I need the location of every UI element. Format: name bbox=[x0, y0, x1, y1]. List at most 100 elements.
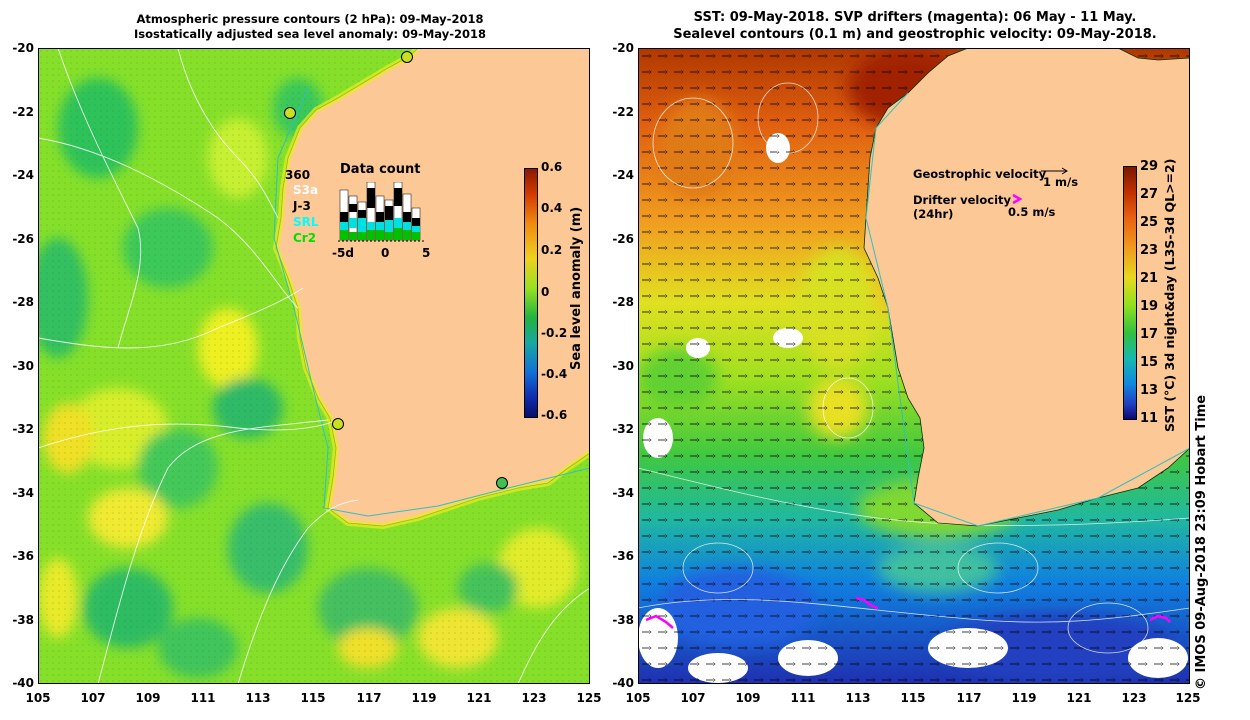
sea-level-anomaly-map bbox=[38, 48, 590, 684]
x-tick: 113 bbox=[245, 691, 271, 705]
sla-tick: 0.2 bbox=[541, 243, 563, 257]
sla-tick: 0.4 bbox=[541, 201, 563, 215]
sea-level-contours bbox=[638, 82, 1190, 654]
sla-tick: -0.6 bbox=[541, 408, 568, 422]
x-tick: 125 bbox=[576, 691, 602, 705]
drifter-track bbox=[1149, 614, 1171, 623]
bathymetry-contour bbox=[865, 92, 1190, 527]
sst-tick: 25 bbox=[1140, 215, 1159, 230]
sst-tick: 19 bbox=[1140, 299, 1159, 314]
y-tick: -34 bbox=[612, 486, 634, 500]
sat-label-srl: SRL bbox=[293, 215, 319, 229]
sst-tick: 11 bbox=[1140, 411, 1159, 426]
y-tick: -28 bbox=[612, 295, 634, 309]
sla-colorbar bbox=[524, 168, 538, 418]
drifter-velocity-scale: 0.5 m/s bbox=[1008, 205, 1056, 219]
sst-tick: 29 bbox=[1140, 159, 1159, 174]
x-tick: 117 bbox=[356, 691, 382, 705]
y-tick: -34 bbox=[12, 486, 34, 500]
data-count-bars bbox=[338, 182, 424, 242]
geo-velocity-scale: 1 m/s bbox=[1043, 175, 1079, 189]
sst-map bbox=[638, 48, 1190, 684]
drifter-velocity-label: Drifter velocity bbox=[913, 193, 1012, 207]
tide-gauge-marker bbox=[332, 418, 344, 430]
svp-drifter-tracks bbox=[645, 596, 1171, 629]
sat-label-360: 360 bbox=[285, 168, 311, 182]
sst-tick: 13 bbox=[1140, 383, 1159, 398]
y-tick: -36 bbox=[12, 549, 34, 563]
x-tick: 105 bbox=[625, 691, 651, 705]
tide-gauge-marker bbox=[401, 51, 413, 63]
sst-tick: 27 bbox=[1140, 187, 1159, 202]
sst-tick: 17 bbox=[1140, 327, 1159, 342]
data-count-title: Data count bbox=[340, 162, 421, 177]
sla-tick: 0 bbox=[541, 285, 550, 299]
x-tick: 109 bbox=[135, 691, 161, 705]
sla-tick: -0.2 bbox=[541, 326, 568, 340]
x-tick: 119 bbox=[1011, 691, 1037, 705]
x-tick: 117 bbox=[956, 691, 982, 705]
bathymetry-contour bbox=[273, 87, 590, 517]
geo-velocity-label: Geostrophic velocity bbox=[913, 167, 1047, 181]
y-tick: -26 bbox=[12, 232, 34, 246]
sst-colorbar-label: SST (°C) 3d night&day (L3S-3d QL>=2) bbox=[1162, 158, 1177, 432]
x-tick: 107 bbox=[680, 691, 706, 705]
pressure-contours bbox=[38, 48, 590, 684]
y-tick: -20 bbox=[12, 41, 34, 55]
y-tick: -38 bbox=[612, 613, 634, 627]
sst-tick: 23 bbox=[1140, 243, 1159, 258]
sla-tick: -0.4 bbox=[541, 367, 568, 381]
drifter-track bbox=[855, 596, 879, 610]
data-count-inset: Data count 360 S3a J-3 SRL Cr2 bbox=[280, 160, 450, 270]
x-tick: 105 bbox=[25, 691, 51, 705]
sst-map-svg bbox=[638, 48, 1190, 684]
x-tick: 111 bbox=[790, 691, 816, 705]
tide-gauge-marker bbox=[496, 477, 508, 489]
right-panel-title: SST: 09-May-2018. SVP drifters (magenta)… bbox=[640, 9, 1190, 43]
y-tick: -40 bbox=[612, 676, 634, 690]
y-tick: -24 bbox=[612, 168, 634, 182]
coastal-anomaly-band bbox=[272, 48, 590, 530]
x-tick: 121 bbox=[1066, 691, 1092, 705]
sla-colorbar-label: Sea level anomaly (m) bbox=[569, 206, 584, 370]
left-panel-title: Atmospheric pressure contours (2 hPa): 0… bbox=[60, 12, 560, 42]
data-count-histogram bbox=[338, 182, 424, 242]
x-tick: 107 bbox=[80, 691, 106, 705]
geo-velocity-scale-arrow bbox=[1041, 167, 1068, 175]
x-tick: 123 bbox=[1121, 691, 1147, 705]
y-tick: -38 bbox=[12, 613, 34, 627]
y-tick: -22 bbox=[612, 105, 634, 119]
y-tick: -32 bbox=[12, 422, 34, 436]
y-tick: -32 bbox=[612, 422, 634, 436]
sla-tick: 0.6 bbox=[541, 160, 563, 174]
data-count-tick-minus5: -5d bbox=[332, 246, 354, 260]
sat-label-cr2: Cr2 bbox=[293, 231, 317, 245]
tide-gauge-markers bbox=[284, 51, 508, 489]
left-title-line1: Atmospheric pressure contours (2 hPa): 0… bbox=[136, 12, 484, 26]
x-tick: 115 bbox=[900, 691, 926, 705]
tide-gauge-marker bbox=[284, 107, 296, 119]
y-tick: -24 bbox=[12, 168, 34, 182]
x-tick: 115 bbox=[300, 691, 326, 705]
x-tick: 125 bbox=[1175, 691, 1201, 705]
x-tick: 119 bbox=[411, 691, 437, 705]
drifter-track bbox=[645, 614, 674, 629]
sat-label-s3a: S3a bbox=[293, 183, 319, 197]
y-tick: -20 bbox=[612, 41, 634, 55]
left-title-line2: Isostatically adjusted sea level anomaly… bbox=[134, 27, 486, 41]
y-tick: -26 bbox=[612, 232, 634, 246]
x-tick: 121 bbox=[466, 691, 492, 705]
sla-map-svg bbox=[38, 48, 590, 684]
imos-credit: © IMOS 09-Aug-2018 23:09 Hobart Time bbox=[1194, 394, 1209, 690]
sst-tick: 15 bbox=[1140, 355, 1159, 370]
right-title-line1: SST: 09-May-2018. SVP drifters (magenta)… bbox=[693, 10, 1137, 25]
y-tick: -40 bbox=[12, 676, 34, 690]
y-tick: -22 bbox=[12, 105, 34, 119]
x-tick: 113 bbox=[845, 691, 871, 705]
x-tick: 123 bbox=[521, 691, 547, 705]
sat-label-j3: J-3 bbox=[293, 199, 311, 213]
y-tick: -30 bbox=[612, 359, 634, 373]
drifter-velocity-scale-arrow bbox=[1012, 193, 1023, 205]
sst-colorbar bbox=[1123, 166, 1137, 420]
sst-tick: 21 bbox=[1140, 271, 1159, 286]
